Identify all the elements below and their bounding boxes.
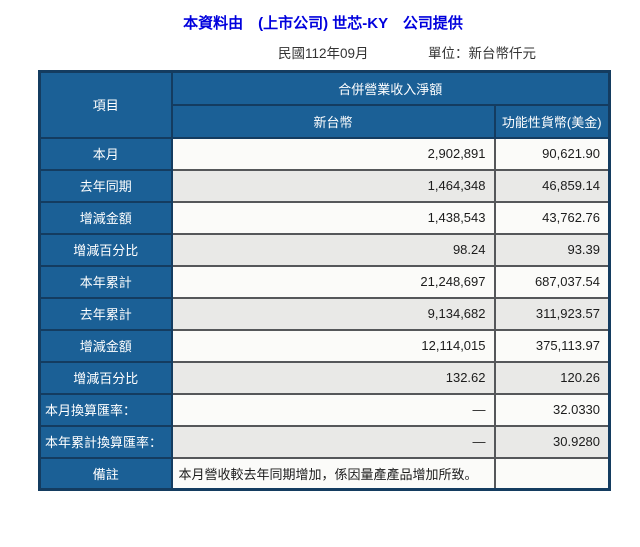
cell-usd: 32.0330 xyxy=(493,392,611,427)
row-label: 本年累計換算匯率： xyxy=(38,424,173,459)
cell-usd: 46,859.14 xyxy=(493,168,611,203)
cell-usd-empty xyxy=(493,456,611,491)
cell-usd: 120.26 xyxy=(493,360,611,395)
row-label: 本月 xyxy=(38,136,173,171)
column-header-usd: 功能性貨幣(美金) xyxy=(493,103,611,139)
cell-twd: 1,438,543 xyxy=(170,200,496,235)
table-row-change-amount-ytd: 增減金額 12,114,015 375,113.97 xyxy=(38,328,611,363)
report-unit: 單位：新台幣仟元 xyxy=(428,46,536,61)
table-row-month-exchange-rate: 本月換算匯率： — 32.0330 xyxy=(38,392,611,427)
row-label: 增減金額 xyxy=(38,200,173,235)
cell-usd: 375,113.97 xyxy=(493,328,611,363)
cell-remarks-text: 本月營收較去年同期增加，係因量產產品增加所致。 xyxy=(170,456,496,491)
revenue-report-page: 本資料由 (上市公司) 世芯-KY 公司提供 民國112年09月 單位：新台幣仟… xyxy=(0,14,640,547)
table-row-change-amount-month: 增減金額 1,438,543 43,762.76 xyxy=(38,200,611,235)
table-row-same-period-last-year: 去年同期 1,464,348 46,859.14 xyxy=(38,168,611,203)
cell-twd: 1,464,348 xyxy=(170,168,496,203)
table-row-current-month: 本月 2,902,891 90,621.90 xyxy=(38,136,611,171)
revenue-table: 項目 合併營業收入淨額 新台幣 功能性貨幣(美金) 本月 2,902,891 9… xyxy=(38,70,612,491)
cell-usd: 90,621.90 xyxy=(493,136,611,171)
cell-twd: 2,902,891 xyxy=(170,136,496,171)
cell-twd: 132.62 xyxy=(170,360,496,395)
cell-twd: — xyxy=(170,424,496,459)
row-label: 備註 xyxy=(38,456,173,491)
cell-twd: 12,114,015 xyxy=(170,328,496,363)
row-label: 增減金額 xyxy=(38,328,173,363)
cell-twd: 9,134,682 xyxy=(170,296,496,331)
row-label: 本年累計 xyxy=(38,264,173,299)
row-label: 本月換算匯率： xyxy=(38,392,173,427)
column-header-twd: 新台幣 xyxy=(170,103,496,139)
row-label: 去年同期 xyxy=(38,168,173,203)
table-header-row-1: 項目 合併營業收入淨額 xyxy=(38,70,611,139)
report-title: 本資料由 (上市公司) 世芯-KY 公司提供 xyxy=(183,15,463,32)
cell-twd: — xyxy=(170,392,496,427)
report-period: 民國112年09月 xyxy=(278,46,369,61)
column-header-item: 項目 xyxy=(38,70,173,139)
cell-usd: 43,762.76 xyxy=(493,200,611,235)
cell-usd: 687,037.54 xyxy=(493,264,611,299)
table-row-ytd-exchange-rate: 本年累計換算匯率： — 30.9280 xyxy=(38,424,611,459)
row-label: 增減百分比 xyxy=(38,232,173,267)
group-header-net-revenue: 合併營業收入淨額 xyxy=(170,70,611,106)
table-row-ytd: 本年累計 21,248,697 687,037.54 xyxy=(38,264,611,299)
table-row-change-percent-month: 增減百分比 98.24 93.39 xyxy=(38,232,611,267)
report-meta: 民國112年09月 單位：新台幣仟元 xyxy=(38,42,608,62)
row-label: 增減百分比 xyxy=(38,360,173,395)
cell-usd: 30.9280 xyxy=(493,424,611,459)
table-header-row-2: 新台幣 功能性貨幣(美金) xyxy=(40,103,611,139)
table-row-remarks: 備註 本月營收較去年同期增加，係因量產產品增加所致。 xyxy=(38,456,611,491)
table-row-ytd-last-year: 去年累計 9,134,682 311,923.57 xyxy=(38,296,611,331)
row-label: 去年累計 xyxy=(38,296,173,331)
cell-usd: 311,923.57 xyxy=(493,296,611,331)
cell-usd: 93.39 xyxy=(493,232,611,267)
cell-twd: 21,248,697 xyxy=(170,264,496,299)
cell-twd: 98.24 xyxy=(170,232,496,267)
table-row-change-percent-ytd: 增減百分比 132.62 120.26 xyxy=(38,360,611,395)
